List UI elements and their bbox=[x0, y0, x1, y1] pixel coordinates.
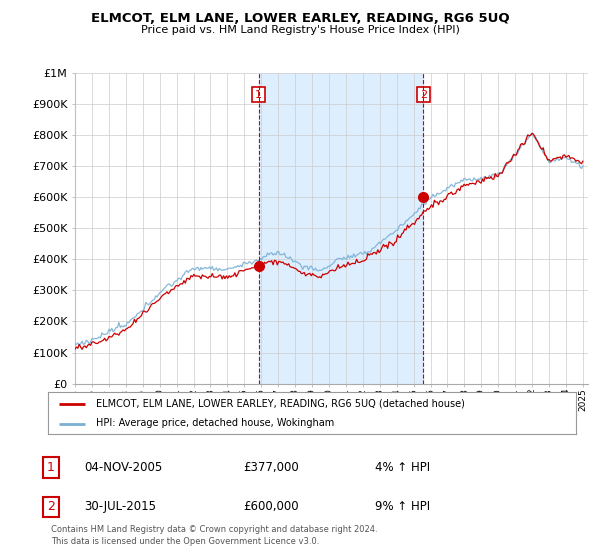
Text: 2: 2 bbox=[420, 90, 427, 100]
Text: HPI: Average price, detached house, Wokingham: HPI: Average price, detached house, Woki… bbox=[95, 418, 334, 428]
Text: 2: 2 bbox=[47, 500, 55, 514]
Text: 04-NOV-2005: 04-NOV-2005 bbox=[84, 461, 162, 474]
Text: 1: 1 bbox=[255, 90, 262, 100]
Text: £600,000: £600,000 bbox=[243, 500, 299, 514]
Text: 1: 1 bbox=[47, 461, 55, 474]
Text: Price paid vs. HM Land Registry's House Price Index (HPI): Price paid vs. HM Land Registry's House … bbox=[140, 25, 460, 35]
Text: ELMCOT, ELM LANE, LOWER EARLEY, READING, RG6 5UQ (detached house): ELMCOT, ELM LANE, LOWER EARLEY, READING,… bbox=[95, 399, 464, 409]
Bar bbox=[259, 73, 424, 384]
Text: £377,000: £377,000 bbox=[243, 461, 299, 474]
Text: 9% ↑ HPI: 9% ↑ HPI bbox=[375, 500, 430, 514]
Text: ELMCOT, ELM LANE, LOWER EARLEY, READING, RG6 5UQ: ELMCOT, ELM LANE, LOWER EARLEY, READING,… bbox=[91, 12, 509, 25]
Text: 4% ↑ HPI: 4% ↑ HPI bbox=[375, 461, 430, 474]
Text: 30-JUL-2015: 30-JUL-2015 bbox=[84, 500, 156, 514]
Text: Contains HM Land Registry data © Crown copyright and database right 2024.
This d: Contains HM Land Registry data © Crown c… bbox=[51, 525, 377, 546]
